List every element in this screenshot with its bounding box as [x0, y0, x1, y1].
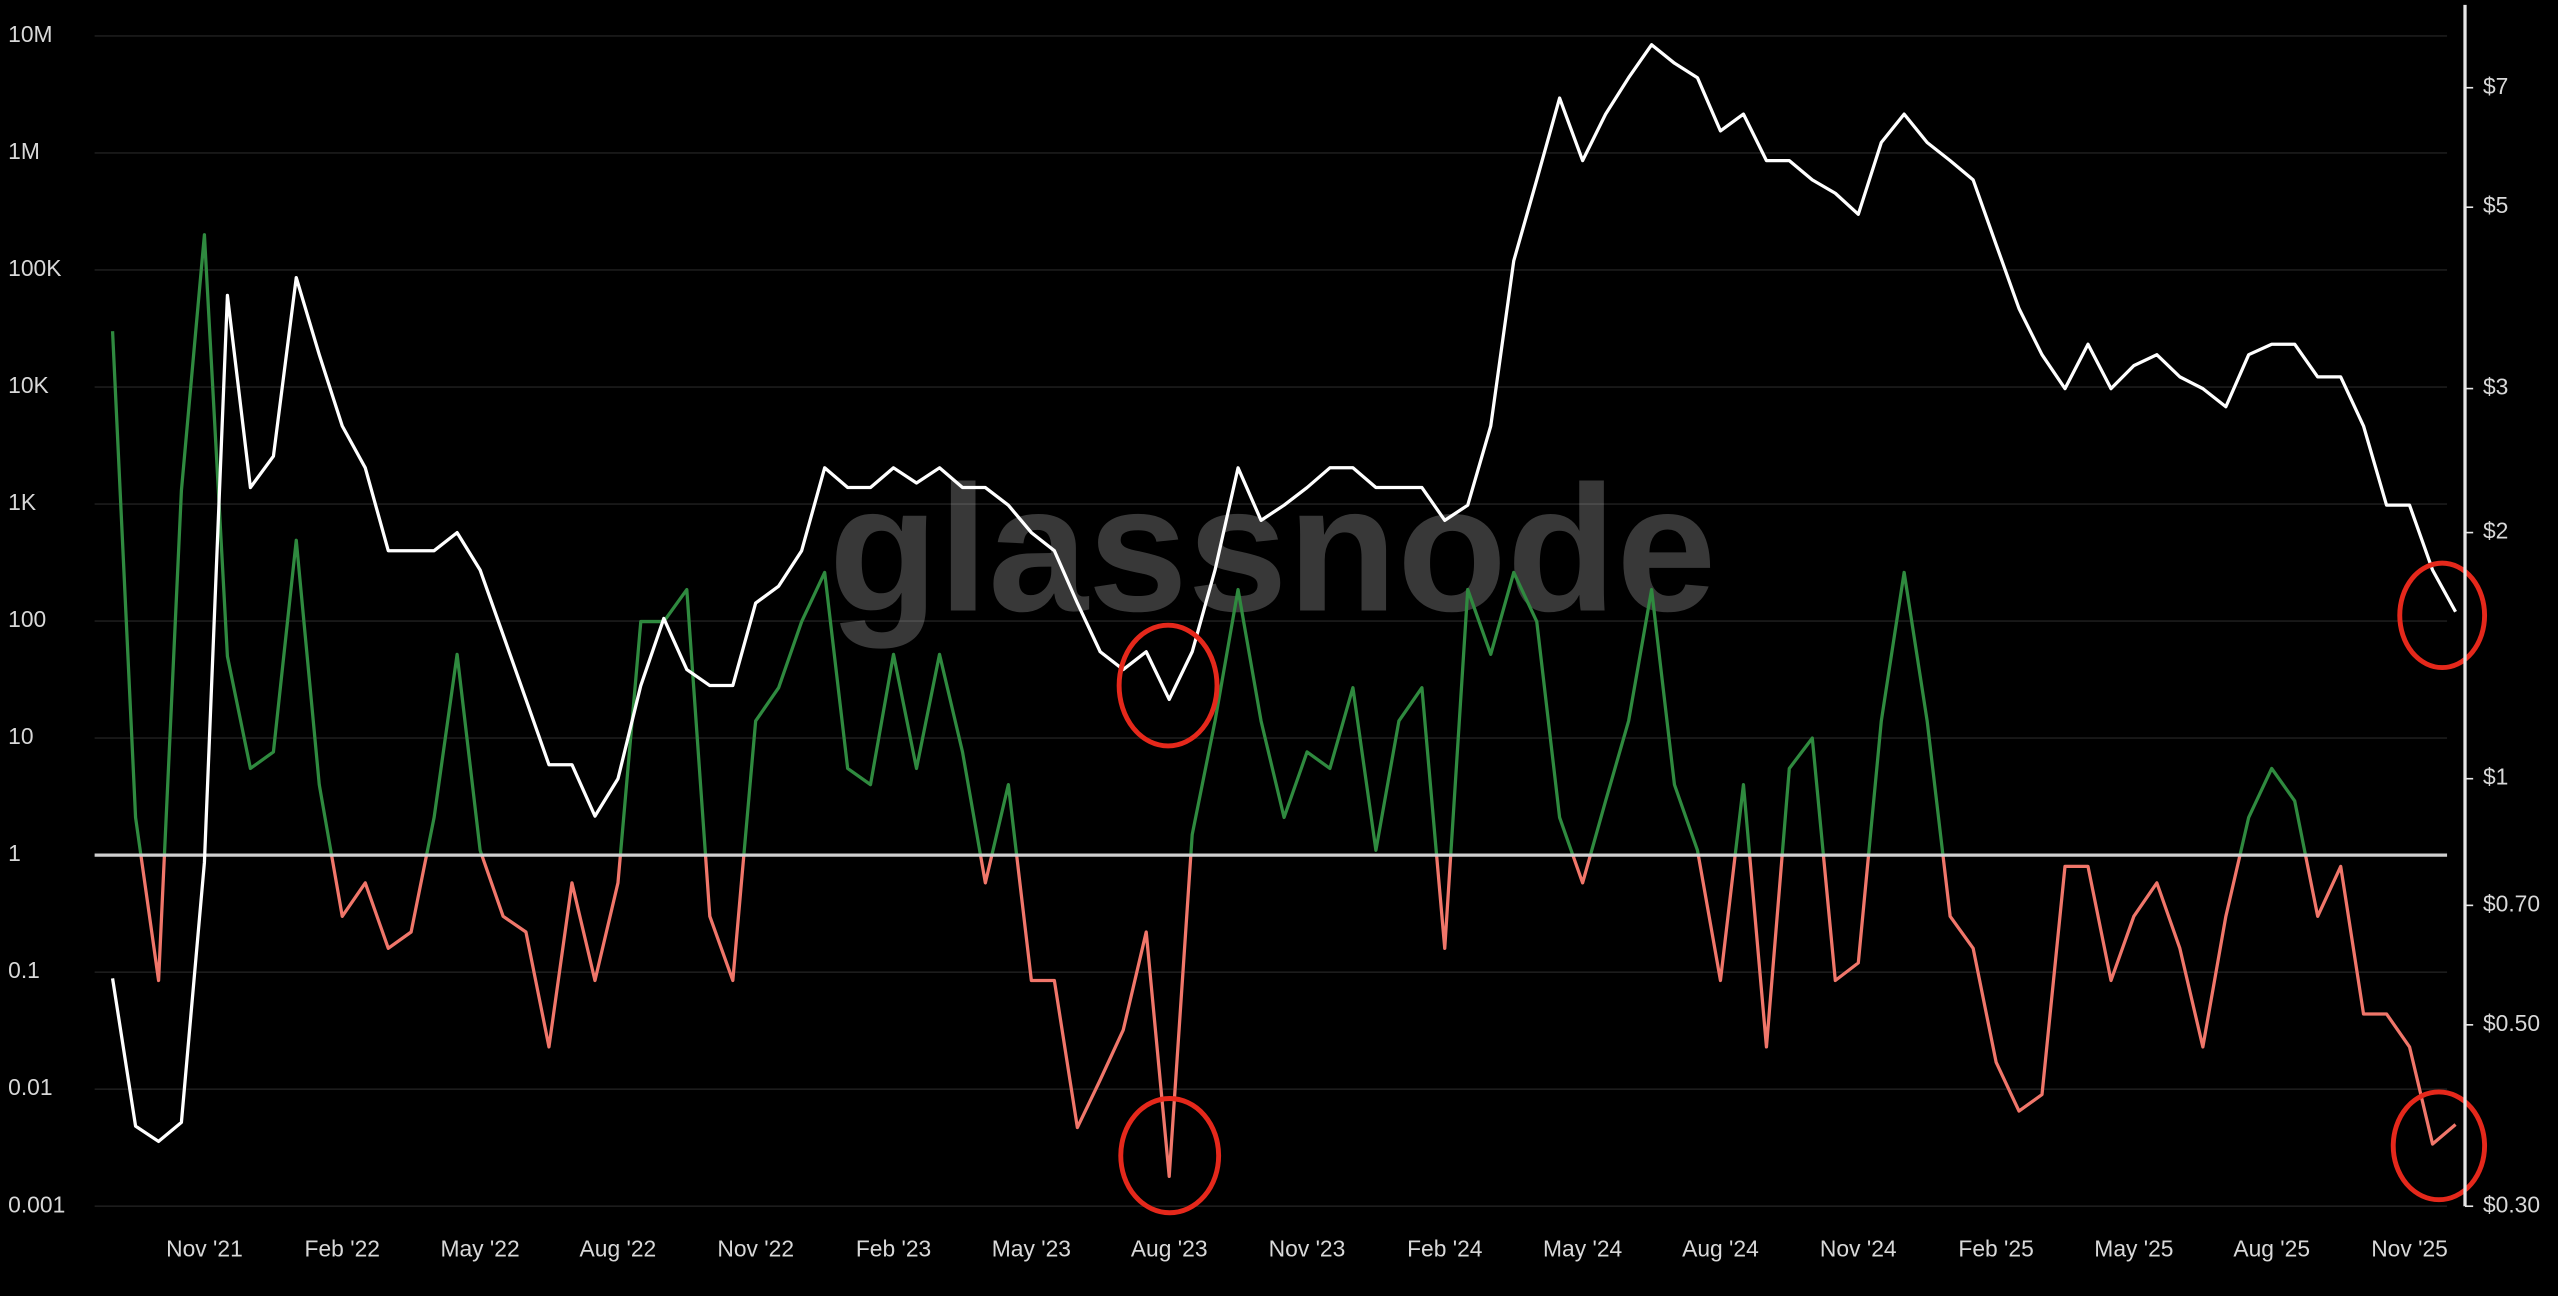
plot [94, 43, 2457, 1178]
y2-tick-label: $0.30 [2483, 1191, 2540, 1217]
highlight-circle [1116, 622, 1220, 749]
x-tick-label: Aug '23 [1131, 1235, 1208, 1261]
x-tick-label: Aug '25 [2233, 1235, 2310, 1261]
x-tick-label: Aug '22 [580, 1235, 657, 1261]
x-tick-label: Feb '23 [856, 1235, 931, 1261]
y-tick-label: 1 [8, 840, 21, 866]
y-tick-label: 0.1 [8, 957, 40, 983]
x-tick-label: Nov '22 [717, 1235, 794, 1261]
grid [94, 35, 2448, 1208]
x-tick-label: May '23 [992, 1235, 1071, 1261]
x-tick-label: Nov '21 [166, 1235, 243, 1261]
x-tick-label: Feb '22 [305, 1235, 380, 1261]
y-tick-label: 10K [8, 372, 49, 398]
x-tick-label: Aug '24 [1682, 1235, 1759, 1261]
y-tick-label: 100K [8, 255, 61, 281]
y-tick-label: 0.01 [8, 1074, 52, 1100]
x-tick-label: Feb '25 [1958, 1235, 2033, 1261]
y2-tick-label: $0.70 [2483, 890, 2540, 916]
y2-tick-label: $5 [2483, 192, 2508, 218]
x-tick-label: Nov '23 [1269, 1235, 1346, 1261]
y2-tick-label: $3 [2483, 374, 2508, 400]
y-tick-label: 1K [8, 489, 36, 515]
y2-tick-label: $7 [2483, 73, 2508, 99]
y-tick-label: 10M [8, 21, 52, 47]
watermark: glassnode [829, 450, 1716, 650]
y-tick-label: 1M [8, 138, 40, 164]
highlight-circle [2397, 560, 2488, 671]
x-tick-label: May '22 [440, 1235, 519, 1261]
ratio-line-below [139, 855, 2457, 1178]
x-tick-label: Feb '24 [1407, 1235, 1483, 1261]
ratio-line-above [110, 233, 2308, 856]
price-line [110, 43, 2457, 1144]
x-tick-label: Nov '24 [1820, 1235, 1897, 1261]
y-tick-label: 0.001 [8, 1191, 65, 1217]
y2-tick-label: $0.50 [2483, 1010, 2540, 1036]
y-tick-label: 10 [8, 723, 33, 749]
highlight-circle [1118, 1096, 1222, 1216]
x-tick-label: Nov '25 [2371, 1235, 2448, 1261]
x-tick-label: May '24 [1543, 1235, 1623, 1261]
highlight-circle [2390, 1089, 2488, 1203]
x-tick-label: May '25 [2094, 1235, 2173, 1261]
y-tick-label: 100 [8, 606, 46, 632]
y2-tick-label: $2 [2483, 518, 2508, 544]
y2-tick-label: $1 [2483, 764, 2508, 790]
